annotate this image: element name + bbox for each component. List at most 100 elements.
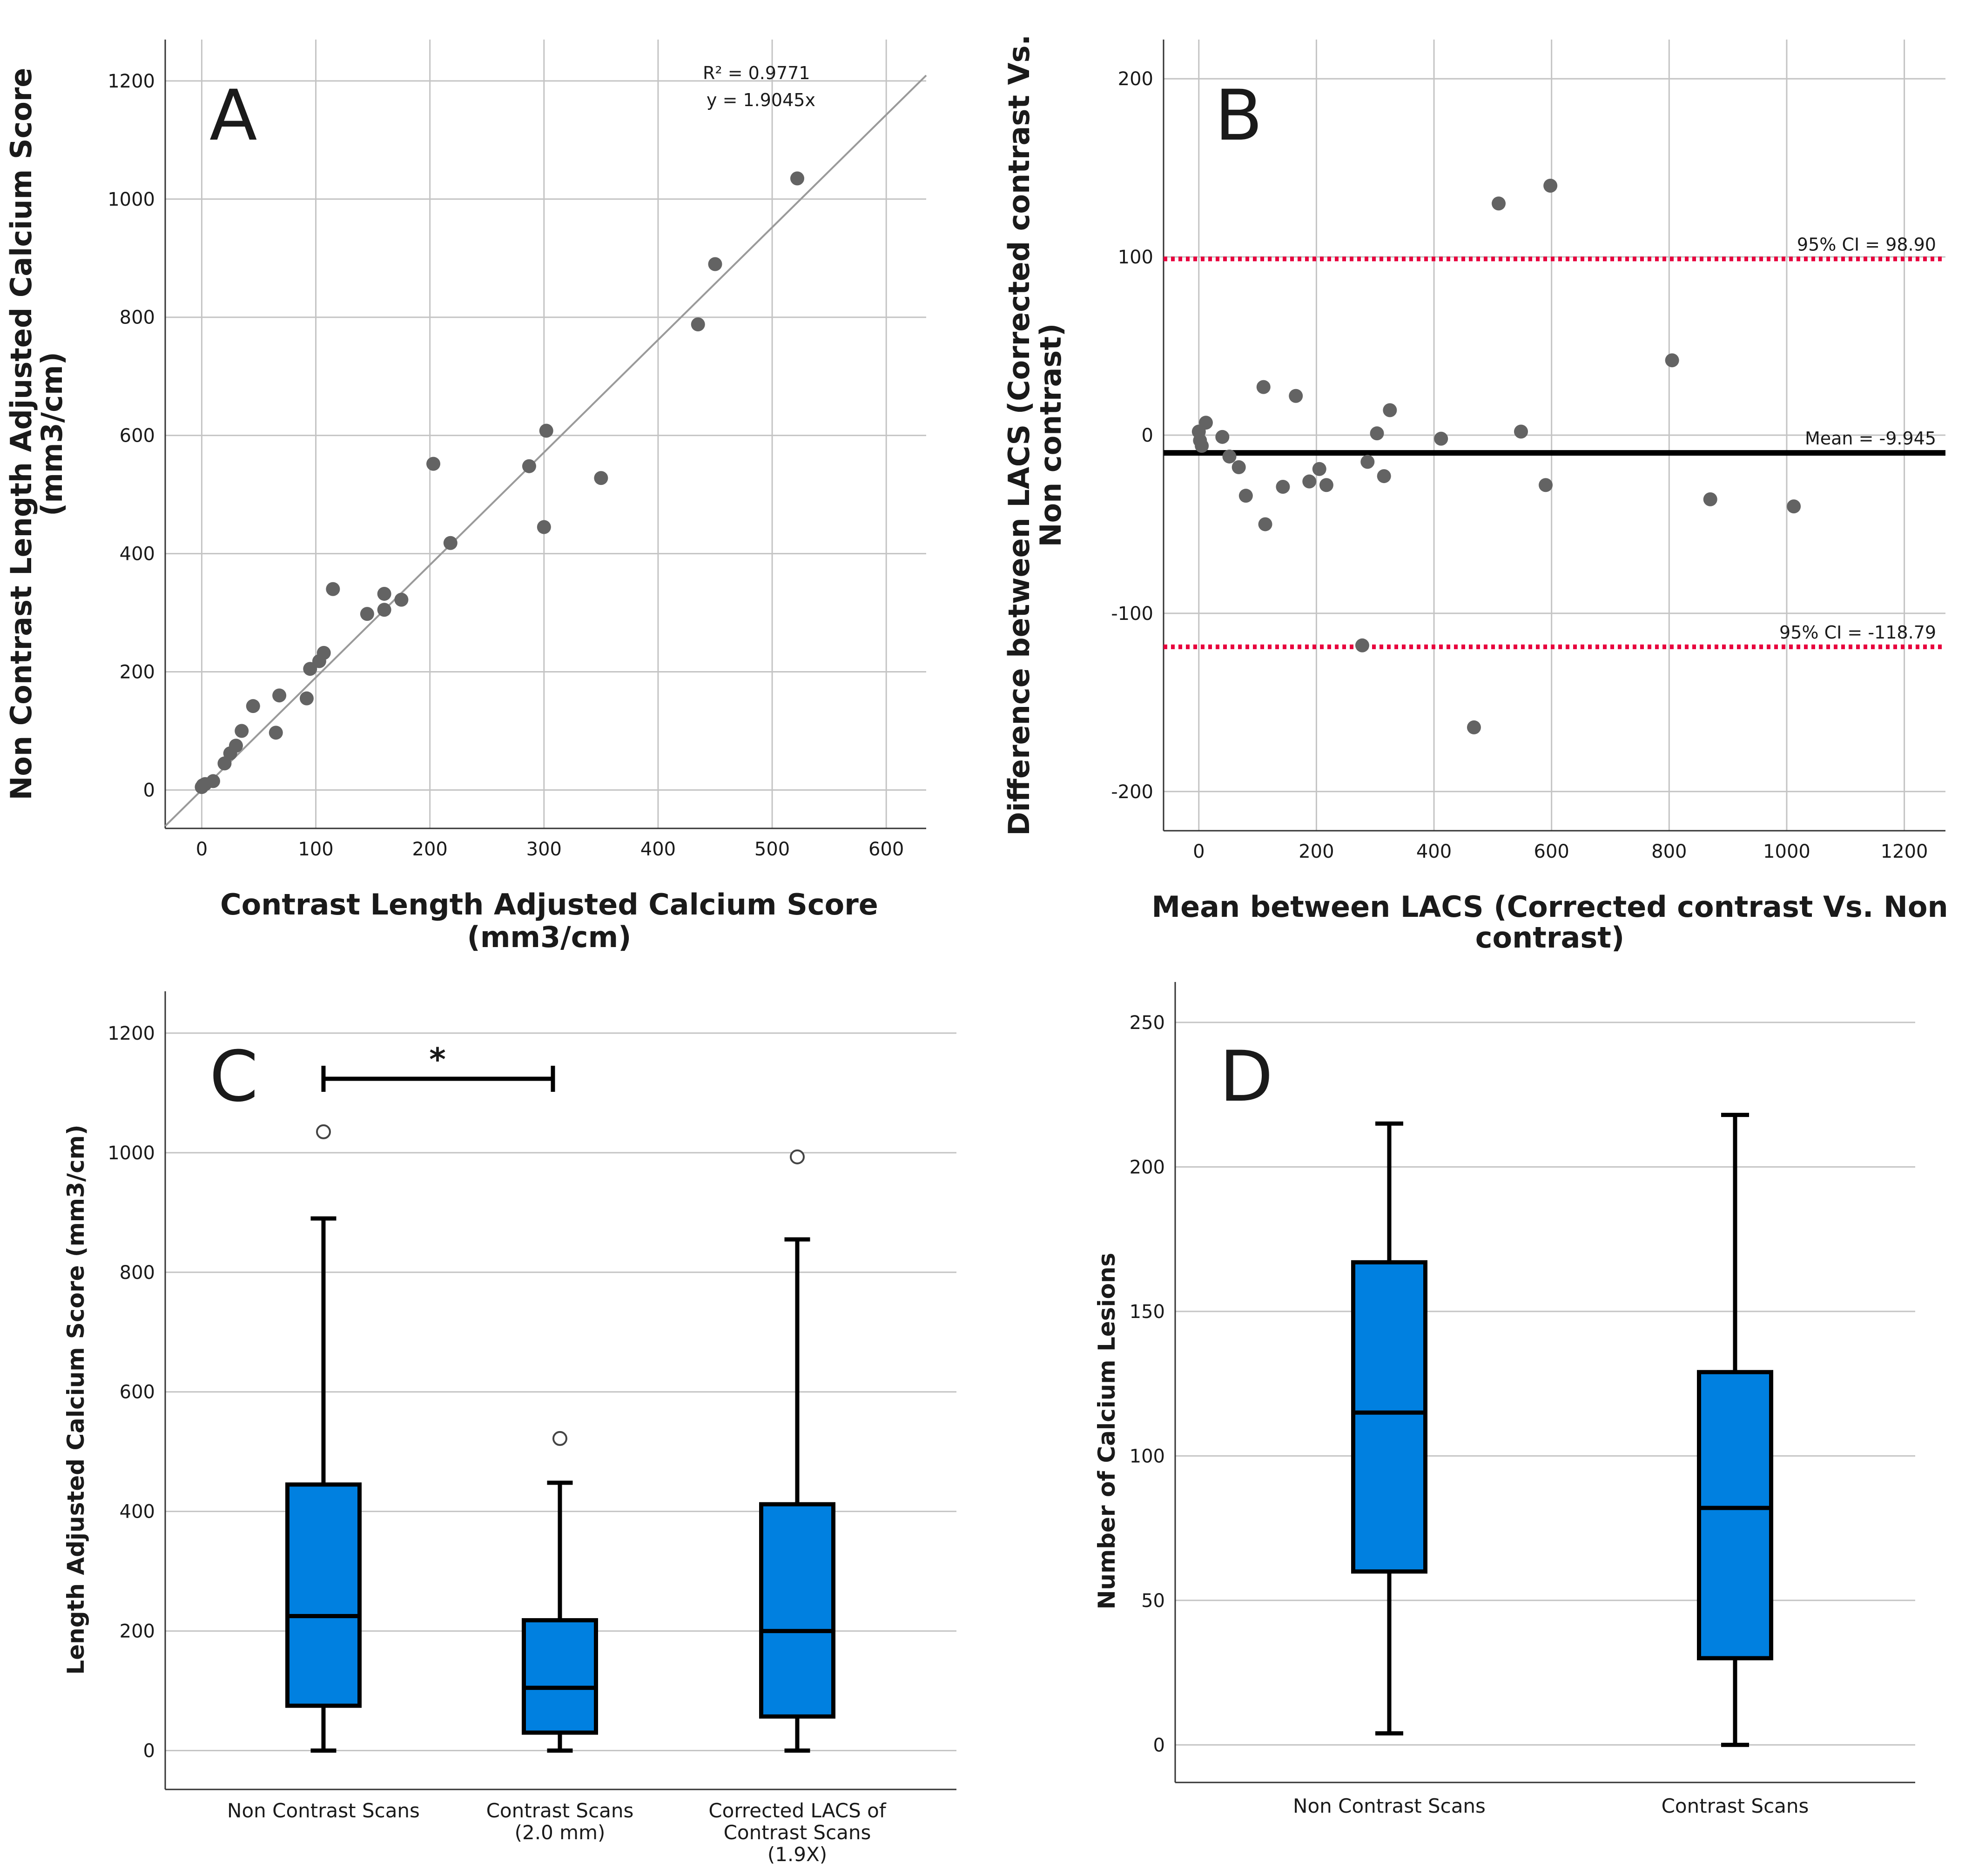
y-tick-label: -200: [1111, 781, 1153, 803]
y-tick-label: 600: [120, 425, 155, 447]
data-point: [1355, 638, 1369, 652]
y-tick-label: 400: [120, 544, 155, 565]
y-tick-label: 1200: [108, 1023, 155, 1044]
data-point: [522, 459, 536, 473]
x-tick-label: 600: [1534, 841, 1569, 862]
y-tick-label: 250: [1130, 1012, 1165, 1034]
category-label: (2.0 mm): [515, 1821, 606, 1844]
data-point: [1215, 430, 1230, 444]
data-point: [1312, 462, 1326, 476]
x-tick-label: 1000: [1763, 841, 1810, 862]
category-label: (1.9X): [767, 1843, 827, 1866]
data-point: [691, 317, 705, 331]
y-tick-label: 800: [120, 307, 155, 329]
data-point: [1703, 492, 1717, 506]
x-tick-label: 400: [1416, 841, 1452, 862]
panel-b-bland-altman: -200 -100 0 100 200 0 200 400 600 800 1000 1200 95% …: [1002, 34, 1948, 955]
data-point: [426, 457, 441, 471]
data-point: [1198, 416, 1213, 430]
data-point: [272, 688, 287, 703]
box-iqr: [759, 1502, 835, 1719]
data-point: [1222, 449, 1237, 464]
data-point: [1514, 424, 1528, 439]
data-point: [1289, 389, 1303, 403]
y-axis-title: (mm3/cm): [35, 352, 69, 516]
data-point: [269, 726, 283, 740]
y-tick-label: 0: [1142, 425, 1153, 446]
y-tick-label: 0: [1153, 1735, 1165, 1756]
y-tick-label: 100: [1130, 1446, 1165, 1467]
y-tick-label: 0: [143, 780, 155, 801]
y-tick-label: 600: [120, 1382, 155, 1403]
x-axis-title: (mm3/cm): [467, 920, 631, 954]
y-tick-label: 0: [143, 1740, 155, 1762]
data-point: [1256, 380, 1271, 394]
data-point: [229, 739, 243, 753]
data-point: [326, 582, 340, 596]
box-iqr: [1697, 1370, 1773, 1661]
box-iqr: [285, 1482, 362, 1708]
category-label: Contrast Scans: [724, 1821, 871, 1844]
data-point: [1467, 720, 1481, 734]
y-tick-label: 200: [120, 662, 155, 683]
data-point: [1787, 499, 1801, 514]
y-tick-label: 150: [1130, 1301, 1165, 1323]
y-tick-label: 400: [120, 1501, 155, 1523]
data-point: [1319, 478, 1333, 492]
data-point: [1543, 178, 1558, 193]
ci-lower-label: 95% CI = -118.79: [1779, 622, 1936, 643]
data-point: [1195, 438, 1209, 453]
x-tick-label: 500: [754, 839, 790, 860]
equation-annotation: y = 1.9045x: [707, 90, 815, 110]
x-tick-label: 1200: [1881, 841, 1928, 862]
outlier-point: [316, 1124, 331, 1139]
x-tick-label: 400: [640, 839, 676, 860]
data-point: [394, 592, 409, 607]
data-point: [1665, 353, 1679, 368]
data-point: [1370, 426, 1384, 441]
y-tick-label: 1000: [108, 1143, 155, 1164]
panel-a-scatter: 0 200 400 600 800 1000 1200 0 100 200 300 400 500 600…: [4, 40, 927, 954]
data-point: [377, 603, 391, 617]
data-point: [1302, 474, 1317, 489]
r-squared-annotation: R² = 0.9771: [703, 63, 810, 83]
category-label: Non Contrast Scans: [1293, 1795, 1486, 1817]
panel-letter-a: A: [209, 75, 257, 156]
data-point: [708, 257, 722, 271]
x-tick-label: 200: [1299, 841, 1334, 862]
category-label: Contrast Scans: [486, 1799, 634, 1822]
y-axis-title: Difference between LACS (Corrected contr…: [1002, 34, 1036, 836]
data-point: [443, 536, 458, 550]
data-point: [377, 586, 391, 601]
category-label: Contrast Scans: [1662, 1795, 1809, 1817]
y-tick-label: 1000: [108, 189, 155, 210]
y-tick-label: 1200: [108, 71, 155, 92]
data-point: [1539, 478, 1553, 492]
data-point: [1238, 489, 1253, 503]
y-axis-title: Length Adjusted Calcium Score (mm3/cm): [62, 1124, 89, 1674]
y-tick-label: 200: [1130, 1157, 1165, 1178]
y-tick-label: 200: [120, 1621, 155, 1642]
panel-c-boxplot: 0 200 400 600 800 1000 1200 * C Non Contrast Scan…: [62, 991, 956, 1866]
data-point: [1492, 196, 1506, 211]
panel-letter-b: B: [1215, 75, 1263, 156]
data-point: [360, 607, 374, 621]
data-point: [316, 646, 331, 660]
category-label: Non Contrast Scans: [227, 1799, 420, 1822]
data-point: [539, 424, 553, 438]
data-point: [1231, 460, 1246, 474]
x-axis-title: contrast): [1475, 921, 1624, 955]
y-axis-title: Non Contrast Length Adjusted Calcium Sco…: [4, 68, 38, 800]
box-iqr: [522, 1618, 598, 1735]
x-axis-title: Contrast Length Adjusted Calcium Score: [220, 888, 878, 921]
y-axis-title: Non contrast): [1034, 323, 1068, 547]
x-tick-label: 0: [1193, 841, 1205, 862]
y-axis-title: Number of Calcium Lesions: [1093, 1253, 1120, 1610]
y-tick-label: 200: [1118, 68, 1153, 90]
significance-star: *: [429, 1042, 446, 1078]
outlier-point: [552, 1431, 567, 1446]
data-point: [235, 724, 249, 738]
data-point: [299, 691, 314, 706]
x-tick-label: 300: [526, 839, 562, 860]
data-point: [303, 662, 317, 676]
